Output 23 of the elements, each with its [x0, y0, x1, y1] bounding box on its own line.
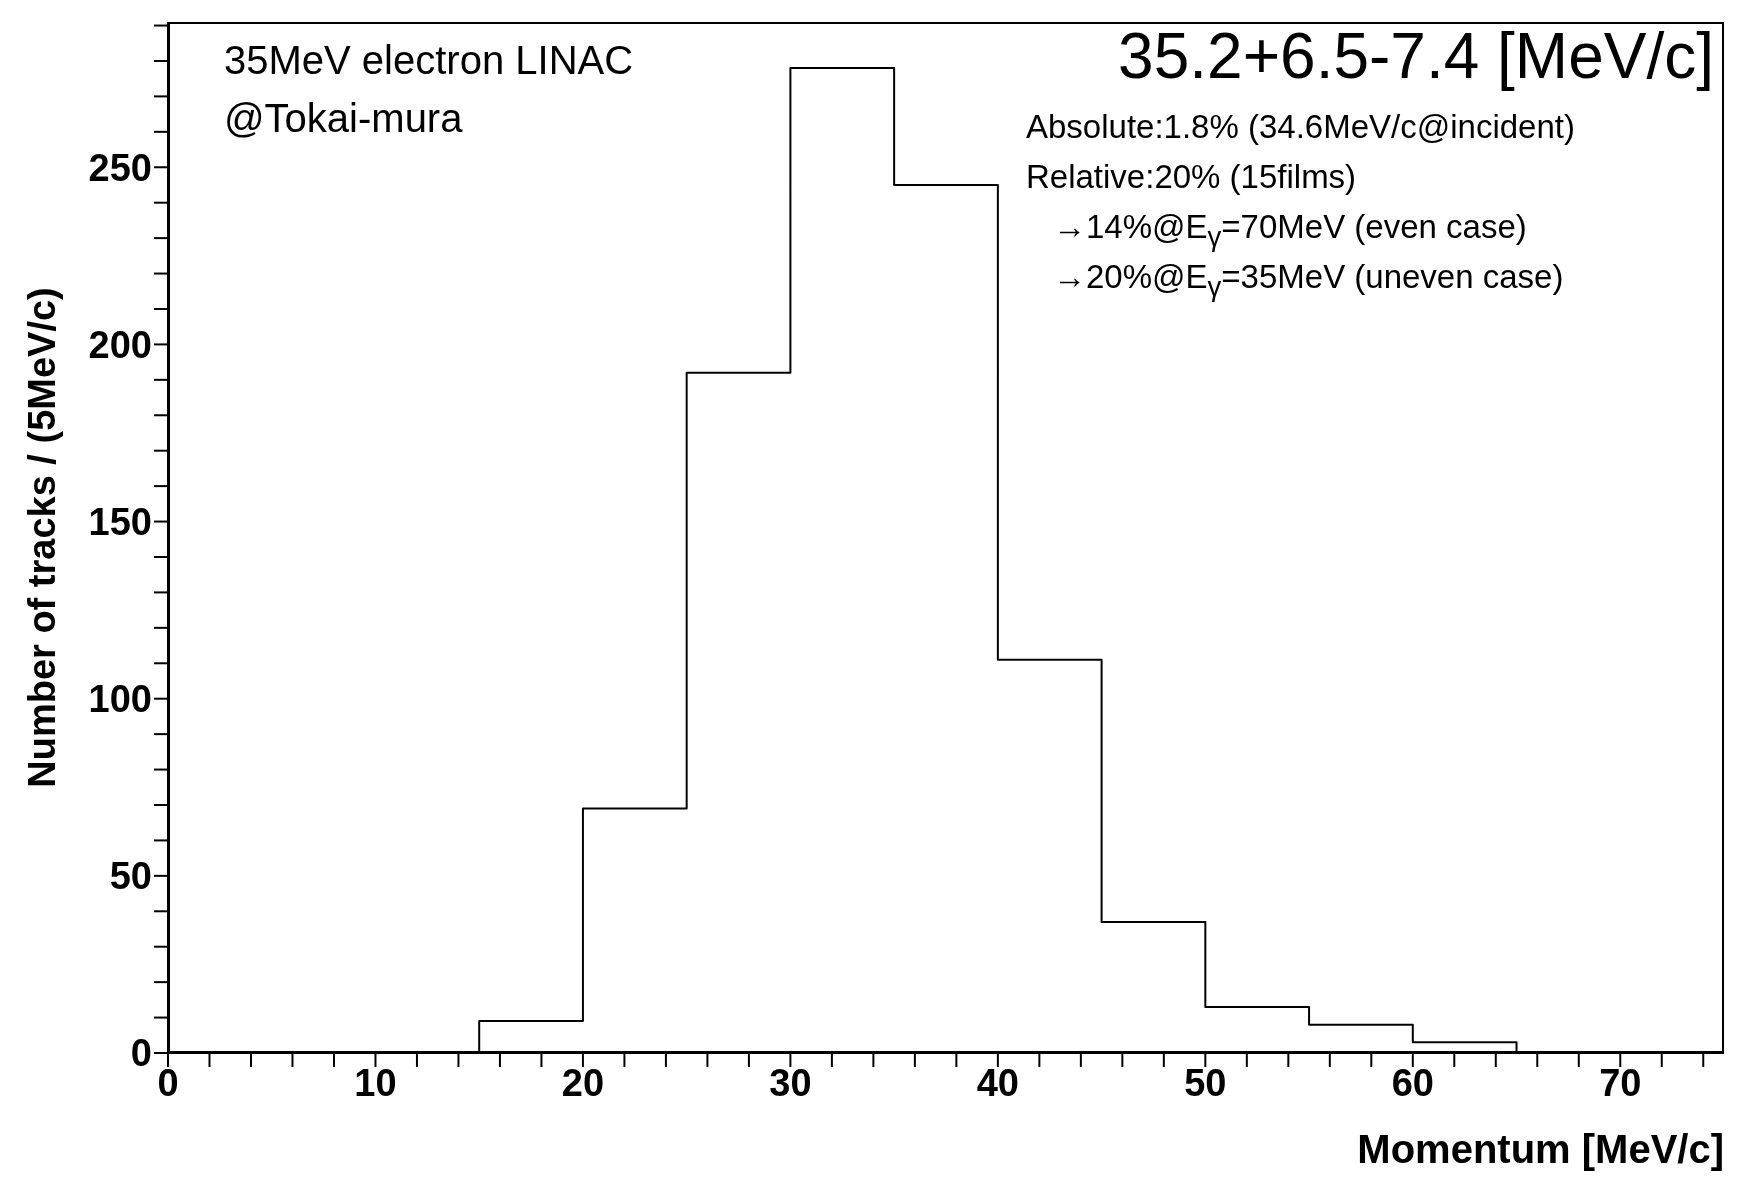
annotation: Absolute:1.8% (34.6MeV/c@incident) [1026, 108, 1575, 146]
y-tick-label: 50 [109, 855, 152, 898]
x-tick-label: 40 [976, 1061, 1020, 1104]
y-tick-label: 200 [88, 323, 152, 366]
x-tick-label: 30 [769, 1061, 812, 1104]
annotation: →14%@E$_{γ}$=70MeV (even case) [1053, 208, 1527, 253]
annotation: →20%@E$_{γ}$=35MeV (uneven case) [1053, 258, 1564, 303]
x-tick-label: 70 [1599, 1061, 1642, 1104]
annotation: Relative:20% (15films) [1026, 158, 1357, 196]
x-tick-label: 20 [561, 1061, 605, 1104]
annotation: 35MeV electron LINAC [224, 38, 634, 83]
x-tick-label: 50 [1184, 1061, 1227, 1104]
y-axis-title: Number of tracks / (5MeV/c) [21, 287, 64, 788]
y-tick-label: 150 [88, 501, 152, 544]
annotation: @Tokai-mura [224, 96, 463, 141]
x-axis-title: Momentum [MeV/c] [1357, 1127, 1724, 1171]
y-tick-label: 0 [130, 1032, 152, 1075]
y-tick-label: 100 [88, 678, 152, 721]
y-tick-label: 250 [88, 146, 152, 189]
x-tick-label: 60 [1391, 1061, 1434, 1104]
x-tick-label: 0 [157, 1061, 179, 1104]
chart-title: 35.2+6.5-7.4 [MeV/c] [1118, 20, 1714, 92]
x-tick-label: 10 [354, 1061, 397, 1104]
